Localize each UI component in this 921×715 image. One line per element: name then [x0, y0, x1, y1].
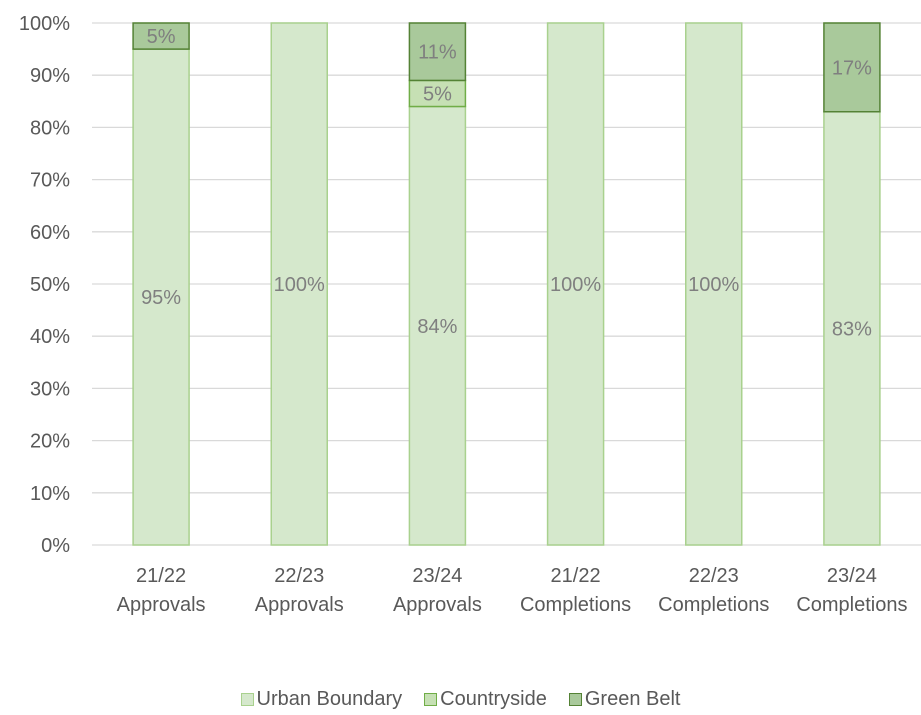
- y-tick-label: 90%: [30, 65, 70, 87]
- legend-label: Green Belt: [584, 688, 681, 710]
- bar-segment: [132, 48, 190, 546]
- y-tick-label: 50%: [30, 274, 70, 296]
- y-tick-label: 60%: [30, 222, 70, 244]
- x-tick-label: 21/22: [136, 565, 186, 587]
- legend-swatch: [568, 693, 582, 706]
- data-labels: 95% 5% 100% 84% 5% 11% 100% 100% 83% 17%: [141, 26, 872, 340]
- bar-segment: [823, 110, 881, 546]
- x-tick-label: Completions: [796, 594, 907, 616]
- x-tick-label: Approvals: [117, 594, 206, 616]
- y-tick-label: 70%: [30, 170, 70, 192]
- x-tick-label: Approvals: [393, 594, 482, 616]
- bar-segment: [408, 105, 467, 546]
- x-tick-label: Approvals: [255, 594, 344, 616]
- bar-segment: [132, 22, 190, 50]
- data-label: 100%: [274, 274, 325, 296]
- y-tick-label: 80%: [30, 117, 70, 139]
- bar-segment: [270, 22, 328, 546]
- x-axis-ticks: 21/22 Approvals 22/23 Approvals 23/24 Approva…: [117, 565, 908, 616]
- x-tick-label: 23/24: [827, 565, 877, 587]
- bar-segment: [408, 79, 467, 108]
- legend-item: Countryside: [424, 688, 547, 711]
- y-tick-label: 30%: [30, 378, 70, 400]
- bar-segment: [823, 22, 881, 113]
- bars: [132, 22, 881, 546]
- x-tick-label: Completions: [658, 594, 769, 616]
- legend-swatch: [424, 693, 438, 706]
- data-label: 5%: [147, 26, 176, 48]
- data-label: 11%: [418, 42, 457, 64]
- bar-segment: [546, 22, 605, 546]
- data-label: 5%: [423, 83, 452, 105]
- data-label: 83%: [832, 318, 872, 340]
- data-label: 84%: [417, 316, 457, 338]
- bar-segment: [408, 22, 467, 82]
- y-tick-label: 40%: [30, 326, 70, 348]
- legend-label: Urban Boundary: [256, 688, 403, 710]
- bar-segment: [685, 22, 743, 546]
- legend-label: Countryside: [440, 688, 547, 710]
- legend-item: Urban Boundary: [240, 688, 403, 711]
- y-tick-label: 20%: [30, 431, 70, 453]
- x-tick-label: 22/23: [689, 565, 739, 587]
- stacked-bar-chart: 0% 10% 20% 30% 40% 50% 60% 70% 80% 90% 100% 95% 5% 1…: [19, 13, 921, 616]
- y-tick-label: 100%: [19, 13, 70, 35]
- y-tick-label: 10%: [30, 483, 70, 505]
- x-tick-label: 22/23: [274, 565, 324, 587]
- x-tick-label: 21/22: [551, 565, 601, 587]
- data-label: 100%: [550, 274, 601, 296]
- legend-item: Green Belt: [568, 688, 681, 711]
- data-label: 17%: [832, 57, 872, 79]
- x-tick-label: 23/24: [412, 565, 462, 587]
- data-label: 95%: [141, 287, 181, 309]
- y-tick-label: 0%: [41, 535, 70, 557]
- y-axis-ticks: 0% 10% 20% 30% 40% 50% 60% 70% 80% 90% 100%: [19, 13, 70, 557]
- data-label: 100%: [688, 274, 739, 296]
- gridlines: [92, 22, 921, 546]
- x-tick-label: Completions: [520, 594, 631, 616]
- legend-swatch: [240, 693, 254, 706]
- legend: Urban Boundary Countryside Green Belt: [0, 688, 921, 711]
